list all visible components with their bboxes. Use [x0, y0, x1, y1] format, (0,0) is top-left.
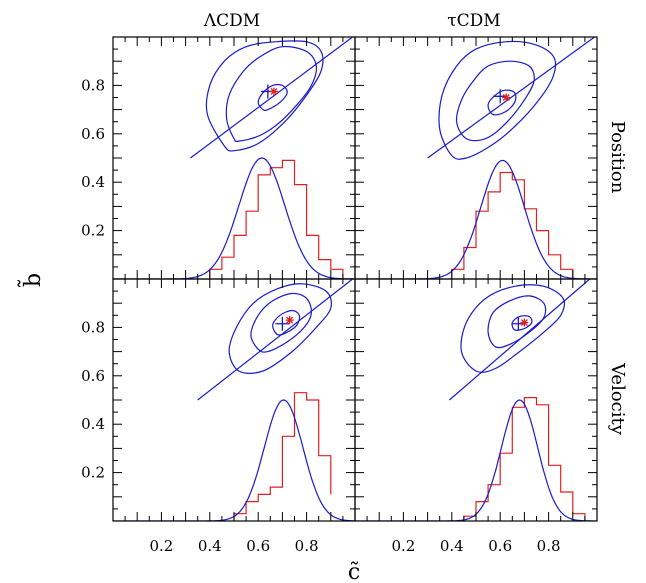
- panel-tcdm-position: [354, 36, 598, 280]
- y-tick-label: 0.4: [81, 173, 105, 191]
- contour-inner: [257, 83, 288, 112]
- true-value-star: [520, 318, 529, 327]
- best-fit-cross: [275, 316, 290, 331]
- x-tick-label: 0.2: [391, 537, 415, 555]
- contour-outer-68: [205, 40, 324, 152]
- regression-line: [190, 37, 353, 159]
- panel-lcdm-position: [112, 36, 356, 280]
- x-tick-label: 0.4: [198, 537, 222, 555]
- panel-tcdm-velocity: [354, 278, 598, 522]
- contour-mid: [250, 292, 313, 353]
- contour-outer-68: [438, 40, 557, 160]
- x-tick-label: 0.2: [149, 537, 173, 555]
- panels-layer: [112, 36, 598, 522]
- regression-line: [427, 37, 595, 159]
- x-tick-label: 0.6: [246, 537, 270, 555]
- y-tick-label: 0.6: [81, 125, 105, 143]
- y-tick-label: 0.6: [81, 367, 105, 385]
- contour-outer-68: [228, 283, 332, 374]
- contour-inner: [511, 315, 533, 331]
- x-axis-label: c̃: [348, 560, 360, 583]
- y-tick-label: 0.2: [81, 464, 105, 482]
- true-value-star: [269, 87, 278, 96]
- row-title-position: Position: [607, 121, 628, 194]
- contour-inner: [487, 89, 517, 116]
- contour-mid: [487, 295, 547, 349]
- row-title-velocity: Velocity: [607, 362, 628, 436]
- column-title-tcdm: τCDM: [447, 11, 500, 31]
- true-value-star: [285, 316, 294, 325]
- contour-mid: [455, 60, 535, 142]
- y-tick-label: 0.8: [81, 76, 105, 94]
- x-tick-label: 0.4: [440, 537, 464, 555]
- gaussian-fit: [355, 159, 597, 279]
- true-value-star: [502, 93, 511, 102]
- contour-outer-68: [460, 284, 566, 373]
- histogram: [233, 392, 332, 521]
- x-tick-label: 0.8: [295, 537, 319, 555]
- y-axis-label: b̃: [16, 273, 46, 288]
- y-tick-label: 0.2: [81, 222, 105, 240]
- regression-line: [197, 279, 353, 401]
- panel-plot-area: [355, 279, 597, 521]
- x-tick-label: 0.6: [488, 537, 512, 555]
- histogram: [463, 397, 586, 521]
- tick-labels-layer: 0.2 0.4 0.6 0.8 0.2 0.4 0.6 0.8 0.2 0.4 0.6 0.8 0.2 0…: [81, 76, 560, 555]
- panel-lcdm-velocity: [112, 278, 356, 522]
- x-tick-label: 0.8: [537, 537, 561, 555]
- contour-inner: [272, 309, 301, 336]
- panel-plot-area: [355, 37, 597, 279]
- gaussian-fit: [113, 157, 355, 279]
- panel-plot-area: [113, 37, 355, 279]
- contour-mid: [225, 45, 318, 143]
- y-tick-label: 0.8: [81, 318, 105, 336]
- histogram: [451, 171, 574, 279]
- panel-plot-area: [113, 279, 355, 521]
- y-tick-label: 0.4: [81, 415, 105, 433]
- histogram: [209, 159, 344, 279]
- column-title-lcdm: ΛCDM: [203, 11, 260, 31]
